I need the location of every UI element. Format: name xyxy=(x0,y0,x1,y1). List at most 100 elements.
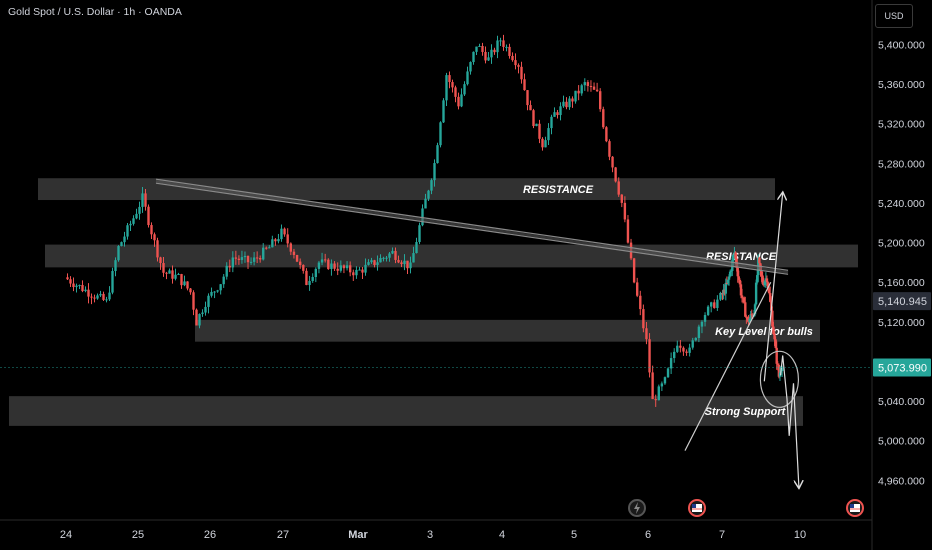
candle-body xyxy=(632,258,636,283)
candle xyxy=(111,267,114,295)
candle xyxy=(168,268,171,274)
candle-body xyxy=(517,65,520,67)
candle-body xyxy=(773,334,776,340)
candle-body xyxy=(355,269,358,276)
event-marker-us-1[interactable] xyxy=(688,499,706,517)
flag-canton xyxy=(692,504,696,508)
currency-button[interactable]: USD xyxy=(875,4,913,28)
candle xyxy=(774,336,777,349)
candle-body xyxy=(292,251,296,255)
candle-body xyxy=(466,71,469,85)
candle-body xyxy=(750,314,753,316)
candle xyxy=(451,79,454,93)
x-axis: 24 25 26 27 Mar 3 4 5 6 7 10 xyxy=(60,529,806,541)
candle-body xyxy=(663,377,667,384)
candle-body xyxy=(439,122,442,146)
candle-body xyxy=(490,49,493,58)
candle-body xyxy=(737,276,740,280)
candle xyxy=(517,63,520,74)
zone-4: Strong Support xyxy=(9,396,803,426)
candle-body xyxy=(314,268,318,278)
candle xyxy=(249,257,253,265)
candle-body xyxy=(174,274,177,279)
candle xyxy=(174,268,177,281)
candle-body xyxy=(767,288,771,294)
candle-body xyxy=(102,293,105,300)
event-marker-bolt[interactable] xyxy=(628,499,646,517)
candle xyxy=(246,255,250,269)
candle-body xyxy=(394,250,397,260)
candle-body xyxy=(592,86,596,90)
candle-body xyxy=(201,312,204,315)
candle xyxy=(679,340,682,353)
candle-body xyxy=(99,293,102,296)
candle xyxy=(703,312,707,327)
candle xyxy=(222,274,225,288)
candle-body xyxy=(320,259,324,263)
reference-price-tag: 5,140.945 xyxy=(873,292,931,311)
price-tag-label: 5,140.945 xyxy=(878,296,927,308)
candle-body xyxy=(445,75,448,101)
candle xyxy=(138,201,141,220)
candle-body xyxy=(283,228,286,235)
candle-body xyxy=(727,276,731,280)
candle-body xyxy=(391,250,394,254)
candle xyxy=(186,281,189,291)
candle-body xyxy=(249,261,253,263)
candle xyxy=(583,78,586,91)
candle xyxy=(475,46,478,55)
candle-body xyxy=(526,90,529,106)
candle xyxy=(523,73,526,91)
candle-body xyxy=(81,285,84,292)
candle xyxy=(611,156,614,173)
candle-body xyxy=(611,156,614,168)
candle xyxy=(339,260,343,273)
candle xyxy=(651,365,654,400)
candle-body xyxy=(654,399,657,401)
candle xyxy=(323,253,327,263)
candle-body xyxy=(144,193,147,207)
candle-body xyxy=(213,291,216,293)
candle xyxy=(292,248,296,259)
candle-body xyxy=(141,193,144,207)
candle-body xyxy=(544,140,547,148)
candle-body xyxy=(562,101,565,107)
x-tick-label: 27 xyxy=(277,529,289,541)
y-tick-label: 5,120.000 xyxy=(878,317,925,329)
candle-body xyxy=(673,351,676,359)
candle-body xyxy=(370,260,373,263)
candle xyxy=(102,291,105,302)
candle-body xyxy=(614,167,617,182)
candle xyxy=(445,72,448,107)
candle xyxy=(673,348,676,363)
candle xyxy=(382,256,385,262)
candle xyxy=(268,245,271,249)
trendline-fill xyxy=(155,179,789,274)
candle xyxy=(367,259,370,266)
highlight-circle xyxy=(759,350,800,408)
event-marker-us-2[interactable] xyxy=(846,499,864,517)
candle-body xyxy=(749,314,752,319)
candle xyxy=(75,283,78,293)
candle xyxy=(544,136,547,148)
candle xyxy=(129,220,132,232)
candle-body xyxy=(505,46,508,48)
candle xyxy=(406,260,409,275)
candle xyxy=(320,252,324,266)
candle xyxy=(379,254,382,263)
candle xyxy=(342,264,346,274)
candle xyxy=(165,271,168,280)
candle-body xyxy=(195,309,198,326)
x-tick-label: 4 xyxy=(499,529,505,541)
candle-body xyxy=(75,285,78,288)
candle-body xyxy=(87,289,90,297)
candle-body xyxy=(333,263,336,269)
candle xyxy=(231,251,235,273)
candle-body xyxy=(373,260,376,265)
candle-body xyxy=(657,386,660,401)
candle-body xyxy=(105,299,108,301)
candle xyxy=(691,337,694,350)
candle xyxy=(274,238,277,246)
candle xyxy=(87,283,90,304)
